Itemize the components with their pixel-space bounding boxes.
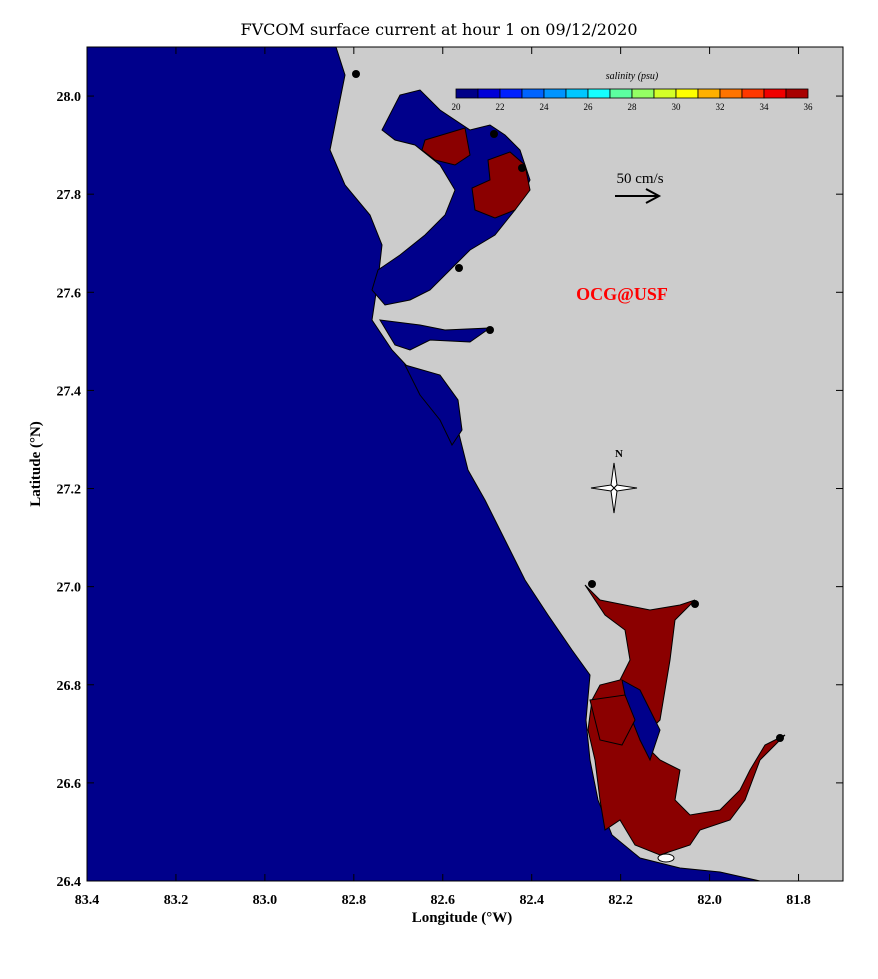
x-tick-label: 82.2: [608, 893, 633, 908]
colorbar-segment: [653, 88, 677, 99]
y-tick-label: 26.4: [57, 875, 82, 890]
sarasota-bay-water: [379, 319, 492, 351]
y-tick-label: 27.4: [57, 384, 82, 399]
colorbar-segment: [587, 88, 611, 99]
y-tick-label: 26.6: [57, 777, 82, 792]
hillsborough-bay-high-salinity: [471, 151, 531, 219]
y-tick-label: 28.0: [57, 90, 82, 105]
colorbar-tick-label: 24: [540, 102, 550, 112]
x-tick-label: 83.2: [164, 893, 189, 908]
colorbar-label: salinity (psu): [606, 71, 659, 82]
plot-frame: [86, 46, 844, 882]
colorbar-tick-label: 30: [672, 102, 682, 112]
map-title: FVCOM surface current at hour 1 on 09/12…: [240, 20, 638, 39]
watermark: OCG@USF: [576, 284, 668, 304]
y-axis-label: Latitude (°N): [28, 421, 44, 507]
x-axis-label: Longitude (°W): [412, 910, 513, 926]
colorbar-segment: [763, 88, 787, 99]
pine-island-sound-high-salinity: [589, 694, 636, 746]
salinity-colorbar: [455, 88, 809, 99]
scale-arrow-label: 50 cm/s: [616, 171, 663, 187]
compass-rose-icon: [590, 462, 638, 514]
lemon-bay-water: [404, 364, 463, 447]
x-tick-label: 83.4: [75, 893, 100, 908]
y-tick-label: 26.8: [57, 679, 82, 694]
upper-tampa-bay-high-salinity: [421, 127, 471, 166]
x-tick-label: 82.4: [519, 893, 544, 908]
x-tick-label: 82.0: [697, 893, 722, 908]
colorbar-segment: [609, 88, 633, 99]
y-tick-label: 27.8: [57, 188, 82, 203]
gulf-of-mexico-water: [87, 47, 761, 881]
colorbar-tick-label: 28: [628, 102, 638, 112]
colorbar-segment: [785, 88, 809, 99]
colorbar-segment: [675, 88, 699, 99]
island: [657, 853, 675, 863]
colorbar-tick-label: 34: [760, 102, 770, 112]
scale-arrow-icon: [615, 188, 662, 204]
colorbar-tick-label: 32: [716, 102, 725, 112]
x-tick-label: 82.8: [342, 893, 367, 908]
colorbar-tick-label: 20: [452, 102, 462, 112]
tampa-bay-water: [371, 89, 531, 306]
colorbar-segment: [499, 88, 523, 99]
colorbar-segment: [697, 88, 721, 99]
river-source-markers: [352, 70, 784, 742]
colorbar-segment: [543, 88, 567, 99]
colorbar-segment: [521, 88, 545, 99]
colorbar-segment: [741, 88, 765, 99]
colorbar-tick-label: 36: [804, 102, 814, 112]
colorbar-segment: [455, 88, 479, 99]
colorbar-tick-label: 22: [496, 102, 505, 112]
y-tick-label: 27.0: [57, 581, 82, 596]
colorbar-segment: [565, 88, 589, 99]
y-tick-label: 27.2: [57, 483, 82, 498]
colorbar-segment: [719, 88, 743, 99]
compass-label: N: [615, 448, 623, 460]
colorbar-segment: [631, 88, 655, 99]
colorbar-tick-label: 26: [584, 102, 594, 112]
x-tick-label: 82.6: [431, 893, 456, 908]
x-tick-label: 83.0: [253, 893, 278, 908]
y-tick-label: 27.6: [57, 286, 82, 301]
x-tick-label: 81.8: [786, 893, 811, 908]
colorbar-segment: [477, 88, 501, 99]
